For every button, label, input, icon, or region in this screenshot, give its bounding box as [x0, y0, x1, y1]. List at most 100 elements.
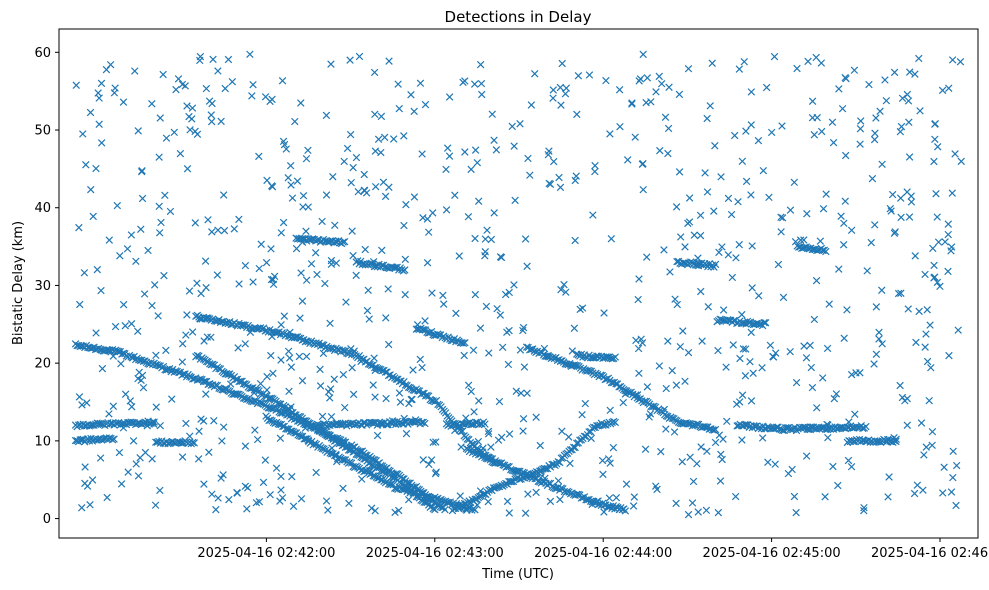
data-point — [111, 322, 120, 331]
data-point — [350, 347, 358, 355]
x-tick-label: 2025-04-16 02:42:00 — [197, 546, 335, 561]
data-point — [672, 203, 681, 211]
data-point — [643, 74, 652, 82]
data-point — [505, 326, 513, 335]
data-point — [870, 360, 878, 368]
data-point — [571, 176, 579, 185]
data-point — [392, 375, 401, 384]
data-point — [810, 315, 819, 324]
x-axis-label: Time (UTC) — [481, 567, 554, 582]
data-point — [556, 357, 565, 365]
data-point — [844, 456, 853, 465]
data-point — [628, 99, 636, 107]
data-point — [390, 264, 398, 272]
data-point — [134, 472, 143, 480]
data-point — [304, 436, 312, 445]
data-point — [342, 298, 350, 306]
data-point — [441, 505, 449, 514]
data-point — [532, 413, 540, 421]
data-point — [279, 218, 288, 227]
data-point — [140, 290, 149, 298]
data-point — [952, 501, 960, 510]
data-point — [394, 80, 402, 88]
data-point — [758, 434, 767, 442]
y-tick-label: 60 — [34, 46, 51, 61]
data-point — [411, 416, 420, 424]
data-point — [541, 474, 549, 483]
data-point — [904, 97, 913, 105]
data-point — [369, 258, 378, 266]
data-point — [261, 93, 270, 101]
data-point — [928, 441, 936, 450]
data-point — [496, 311, 505, 319]
data-point — [378, 246, 386, 255]
data-point — [786, 206, 795, 214]
data-point — [517, 389, 525, 397]
data-point — [194, 455, 203, 463]
data-point — [284, 174, 292, 182]
data-point — [878, 286, 886, 294]
data-point — [157, 218, 165, 227]
data-point — [664, 149, 672, 158]
data-point — [930, 261, 938, 270]
data-point — [139, 383, 148, 392]
data-point — [921, 343, 929, 351]
data-point — [162, 346, 170, 355]
data-point — [135, 356, 143, 364]
data-point — [213, 271, 222, 279]
data-point — [199, 377, 208, 386]
data-point — [178, 358, 187, 366]
data-point — [954, 326, 962, 334]
data-point — [401, 266, 409, 274]
data-point — [876, 107, 884, 115]
data-point — [210, 416, 218, 425]
data-point — [875, 328, 883, 337]
data-point — [870, 135, 879, 144]
data-point — [410, 193, 419, 201]
data-point — [505, 509, 514, 517]
data-point — [545, 179, 553, 188]
data-point — [195, 427, 203, 435]
data-point — [241, 261, 250, 270]
data-point — [684, 419, 692, 428]
data-point — [894, 289, 903, 298]
data-point — [493, 304, 501, 313]
data-point — [602, 76, 610, 85]
data-point — [191, 219, 200, 227]
data-point — [287, 181, 295, 189]
data-point — [345, 499, 353, 508]
data-point — [311, 249, 320, 257]
data-point — [296, 314, 304, 322]
data-point — [655, 72, 663, 81]
data-point — [455, 252, 463, 260]
data-point — [602, 353, 610, 361]
data-point — [384, 285, 392, 293]
data-point — [409, 366, 417, 374]
data-point — [322, 497, 331, 505]
data-point — [395, 389, 404, 397]
data-point — [639, 50, 647, 59]
data-point — [697, 443, 705, 451]
data-point — [182, 331, 190, 339]
data-point — [471, 146, 480, 154]
data-point — [410, 107, 418, 116]
data-point — [297, 99, 305, 107]
data-point — [214, 494, 222, 502]
data-point — [810, 131, 819, 139]
data-point — [291, 117, 299, 126]
data-point — [400, 221, 408, 230]
data-point — [708, 59, 716, 67]
data-point — [521, 509, 530, 518]
data-point — [395, 104, 403, 113]
data-point — [641, 445, 650, 453]
data-point — [670, 428, 679, 436]
data-point — [304, 203, 312, 211]
data-point — [740, 57, 748, 66]
data-point — [907, 198, 916, 206]
data-point — [957, 157, 965, 166]
data-point — [445, 93, 454, 101]
data-point — [564, 433, 573, 441]
data-point — [484, 497, 492, 506]
data-point — [280, 140, 289, 149]
data-point — [589, 211, 597, 219]
